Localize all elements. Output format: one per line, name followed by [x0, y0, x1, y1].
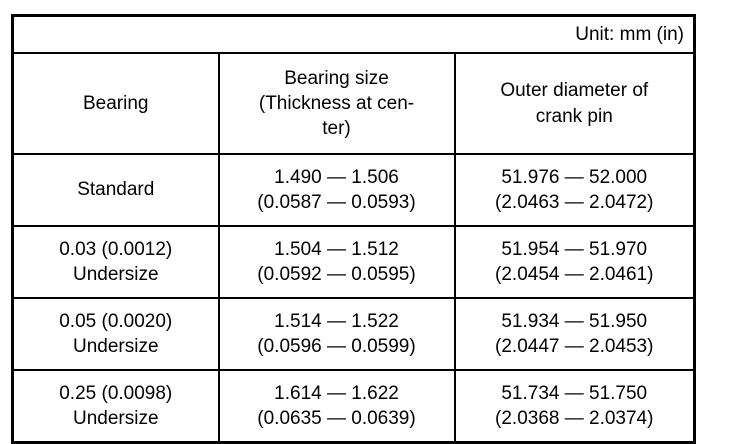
cell-outer-diameter: 51.934 — 51.950 (2.0447 — 2.0453): [453, 297, 696, 371]
header-bearing: Bearing: [11, 52, 220, 155]
cell-bearing-size: 1.514 — 1.522 (0.0596 — 0.0599): [217, 297, 456, 371]
unit-label: Unit: mm (in): [11, 14, 696, 54]
bearing-specification-table: Unit: mm (in) Bearing Bearing size (Thic…: [11, 14, 696, 444]
header-outer-diameter: Outer diameter of crank pin: [453, 52, 696, 155]
table-row-undersize-003: 0.03 (0.0012) Undersize 1.504 — 1.512 (0…: [11, 225, 696, 299]
cell-outer-diameter: 51.976 — 52.000 (2.0463 — 2.0472): [453, 153, 696, 227]
cell-bearing-size: 1.614 — 1.622 (0.0635 — 0.0639): [217, 369, 456, 444]
cell-bearing: 0.05 (0.0020) Undersize: [11, 297, 220, 371]
table-row-standard: Standard 1.490 — 1.506 (0.0587 — 0.0593)…: [11, 153, 696, 227]
unit-row: Unit: mm (in): [11, 14, 696, 54]
cell-bearing: 0.25 (0.0098) Undersize: [11, 369, 220, 444]
header-row: Bearing Bearing size (Thickness at cen- …: [11, 52, 696, 155]
cell-bearing-size: 1.490 — 1.506 (0.0587 — 0.0593): [217, 153, 456, 227]
cell-outer-diameter: 51.734 — 51.750 (2.0368 — 2.0374): [453, 369, 696, 444]
table-row-undersize-005: 0.05 (0.0020) Undersize 1.514 — 1.522 (0…: [11, 297, 696, 371]
cell-bearing-size: 1.504 — 1.512 (0.0592 — 0.0595): [217, 225, 456, 299]
cell-bearing: 0.03 (0.0012) Undersize: [11, 225, 220, 299]
cell-bearing: Standard: [11, 153, 220, 227]
cell-outer-diameter: 51.954 — 51.970 (2.0454 — 2.0461): [453, 225, 696, 299]
header-bearing-size: Bearing size (Thickness at cen- ter): [217, 52, 456, 155]
table-row-undersize-025: 0.25 (0.0098) Undersize 1.614 — 1.622 (0…: [11, 369, 696, 444]
